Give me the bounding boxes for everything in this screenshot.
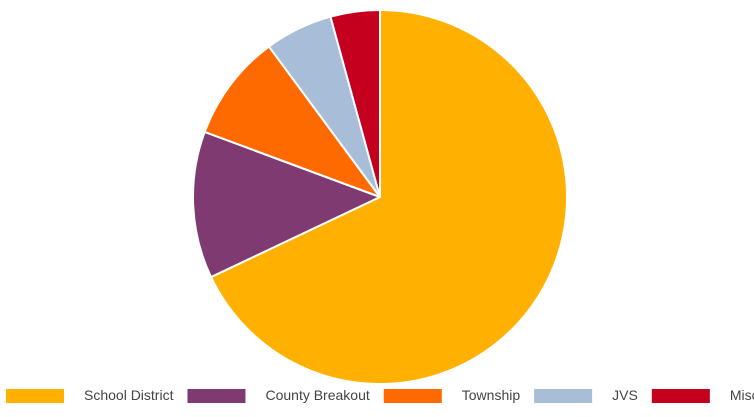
legend-swatch: [383, 389, 442, 403]
legend-swatch: [534, 389, 593, 403]
pie-slice-township[interactable]: [203, 45, 381, 198]
legend-swatch: [651, 389, 710, 403]
legend-label: Misc +: [730, 387, 754, 403]
legend-label: County Breakout: [265, 387, 369, 403]
legend-label: Township: [462, 387, 521, 403]
legend-item-county-breakout[interactable]: County Breakout: [187, 387, 370, 403]
legend-swatch: [187, 389, 246, 403]
legend-swatch: [6, 389, 64, 403]
legend-label: JVS: [612, 387, 638, 403]
pie-slices: [192, 9, 569, 385]
legend-item-jvs[interactable]: JVS: [534, 387, 638, 403]
legend-label: School District: [84, 387, 174, 403]
pie-slice-school-district[interactable]: [210, 9, 569, 385]
legend-item-township[interactable]: Township: [383, 387, 521, 403]
legend-item-misc[interactable]: Misc +: [651, 387, 754, 403]
legend: School District County Breakout Township JV…: [6, 387, 754, 403]
legend-item-school-district[interactable]: School District: [6, 387, 174, 403]
pie-slice-misc[interactable]: [329, 9, 381, 198]
pie-slice-county-breakout[interactable]: [192, 130, 381, 279]
